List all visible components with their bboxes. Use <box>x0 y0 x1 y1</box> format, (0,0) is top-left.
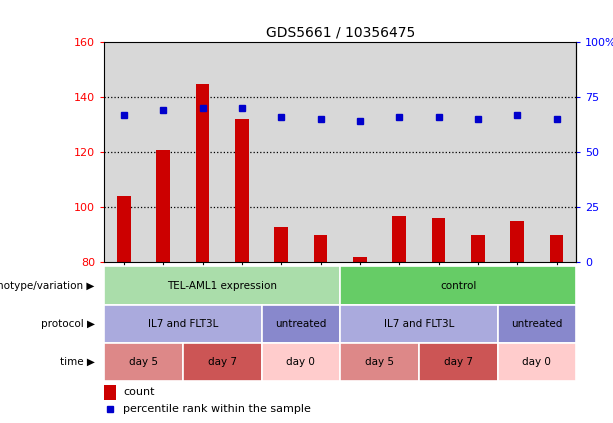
Text: percentile rank within the sample: percentile rank within the sample <box>123 404 311 414</box>
Bar <box>196 84 210 262</box>
Bar <box>353 257 367 262</box>
Bar <box>340 343 419 381</box>
Bar <box>104 343 183 381</box>
Text: untreated: untreated <box>511 319 563 329</box>
Bar <box>340 42 379 262</box>
Bar <box>379 42 419 262</box>
Bar <box>340 266 576 305</box>
Bar <box>314 235 327 262</box>
Bar <box>458 42 498 262</box>
Text: day 0: day 0 <box>286 357 315 367</box>
Text: untreated: untreated <box>275 319 327 329</box>
Title: GDS5661 / 10356475: GDS5661 / 10356475 <box>265 26 415 40</box>
Text: count: count <box>123 387 154 397</box>
Bar <box>222 42 262 262</box>
Bar <box>432 218 446 262</box>
Bar <box>498 42 537 262</box>
Text: genotype/variation ▶: genotype/variation ▶ <box>0 280 95 291</box>
Bar <box>143 42 183 262</box>
Bar <box>104 266 340 305</box>
Bar <box>340 305 498 343</box>
Text: day 0: day 0 <box>522 357 551 367</box>
Bar <box>419 343 498 381</box>
Bar <box>511 221 524 262</box>
Bar <box>262 343 340 381</box>
Text: day 5: day 5 <box>129 357 158 367</box>
Text: time ▶: time ▶ <box>60 357 95 367</box>
Bar <box>550 235 563 262</box>
Bar <box>104 305 262 343</box>
Text: IL7 and FLT3L: IL7 and FLT3L <box>148 319 218 329</box>
Text: IL7 and FLT3L: IL7 and FLT3L <box>384 319 454 329</box>
Bar <box>419 42 458 262</box>
Bar <box>235 119 249 262</box>
Text: day 7: day 7 <box>208 357 237 367</box>
Bar <box>471 235 485 262</box>
Bar <box>498 305 576 343</box>
Bar <box>104 385 116 400</box>
Bar <box>275 227 288 262</box>
Bar <box>104 42 143 262</box>
Text: TEL-AML1 expression: TEL-AML1 expression <box>167 280 277 291</box>
Text: day 5: day 5 <box>365 357 394 367</box>
Bar <box>117 196 131 262</box>
Bar <box>301 42 340 262</box>
Bar <box>183 42 222 262</box>
Text: day 7: day 7 <box>444 357 473 367</box>
Bar <box>392 216 406 262</box>
Bar <box>156 150 170 262</box>
Bar <box>183 343 262 381</box>
Text: control: control <box>440 280 476 291</box>
Bar <box>498 343 576 381</box>
Bar <box>262 305 340 343</box>
Bar <box>537 42 576 262</box>
Bar <box>262 42 301 262</box>
Text: protocol ▶: protocol ▶ <box>41 319 95 329</box>
